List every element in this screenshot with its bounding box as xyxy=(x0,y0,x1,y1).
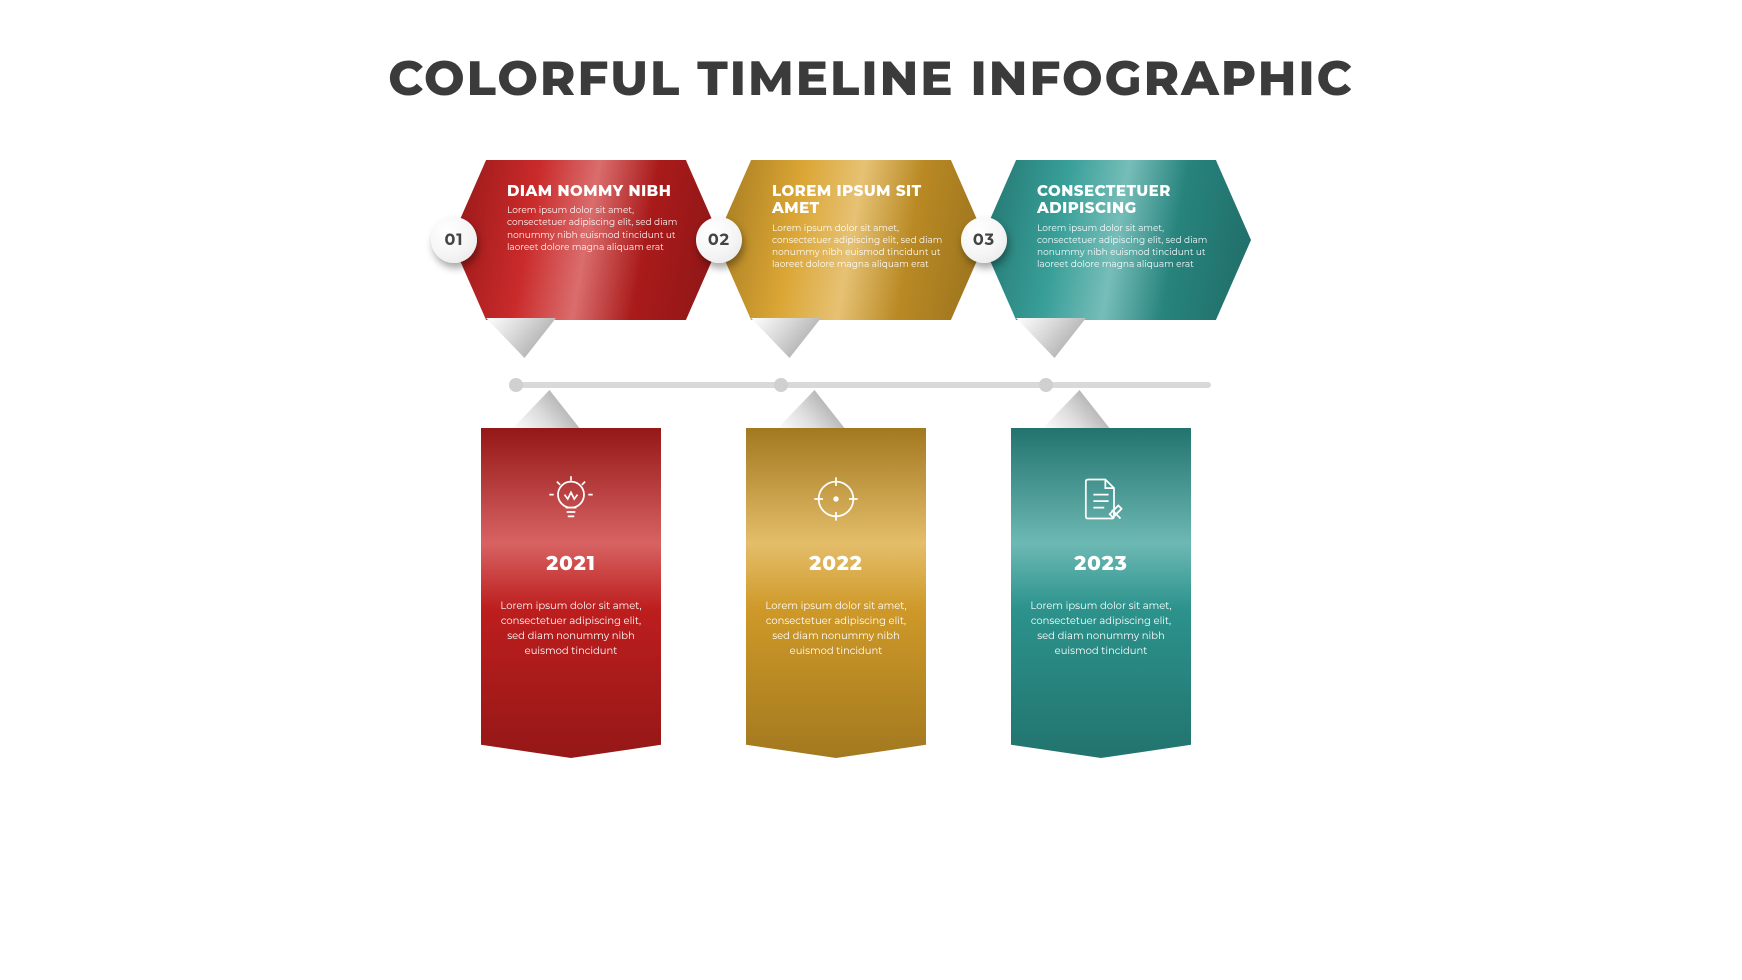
fold-icon xyxy=(1016,318,1086,358)
fold-icon xyxy=(1041,390,1111,430)
fold-icon xyxy=(511,390,581,430)
year-desc: Lorem ipsum dolor sit amet, consectetuer… xyxy=(499,598,643,658)
timeline-dot xyxy=(509,378,523,392)
year-desc: Lorem ipsum dolor sit amet, consectetuer… xyxy=(764,598,908,658)
fold-icon xyxy=(776,390,846,430)
document-icon xyxy=(1075,464,1127,534)
target-icon xyxy=(810,464,862,534)
step-heading: DIAM NOMMY NIBH xyxy=(507,182,681,199)
step-number-badge: 03 xyxy=(961,217,1007,263)
step-text: Lorem ipsum dolor sit amet, consectetuer… xyxy=(507,205,681,254)
step-text: Lorem ipsum dolor sit amet, consectetuer… xyxy=(1037,223,1211,272)
step-number-badge: 02 xyxy=(696,217,742,263)
year-card-2021: 2021 Lorem ipsum dolor sit amet, consect… xyxy=(481,428,661,758)
year-label: 2022 xyxy=(809,552,863,576)
year-label: 2023 xyxy=(1074,552,1128,576)
step-heading: CONSECTETUER ADIPISCING xyxy=(1037,182,1211,217)
page-title: COLORFUL TIMELINE INFOGRAPHIC xyxy=(388,50,1353,108)
step-text: Lorem ipsum dolor sit amet, consectetuer… xyxy=(772,223,946,272)
step-arrow-2: LOREM IPSUM SIT AMET Lorem ipsum dolor s… xyxy=(716,160,986,320)
step-number-badge: 01 xyxy=(431,217,477,263)
year-label: 2021 xyxy=(546,552,596,576)
year-desc: Lorem ipsum dolor sit amet, consectetuer… xyxy=(1029,598,1173,658)
fold-icon xyxy=(751,318,821,358)
step-arrow-3: CONSECTETUER ADIPISCING Lorem ipsum dolo… xyxy=(981,160,1251,320)
timeline-dot xyxy=(1039,378,1053,392)
step-heading: LOREM IPSUM SIT AMET xyxy=(772,182,946,217)
infographic-stage: DIAM NOMMY NIBH Lorem ipsum dolor sit am… xyxy=(461,160,1281,800)
timeline-dot xyxy=(774,378,788,392)
fold-icon xyxy=(486,318,556,358)
timeline-line xyxy=(511,382,1211,388)
year-card-2022: 2022 Lorem ipsum dolor sit amet, consect… xyxy=(746,428,926,758)
lightbulb-icon xyxy=(545,464,597,534)
step-arrow-1: DIAM NOMMY NIBH Lorem ipsum dolor sit am… xyxy=(451,160,721,320)
year-card-2023: 2023 Lorem ipsum dolor sit amet, consect… xyxy=(1011,428,1191,758)
